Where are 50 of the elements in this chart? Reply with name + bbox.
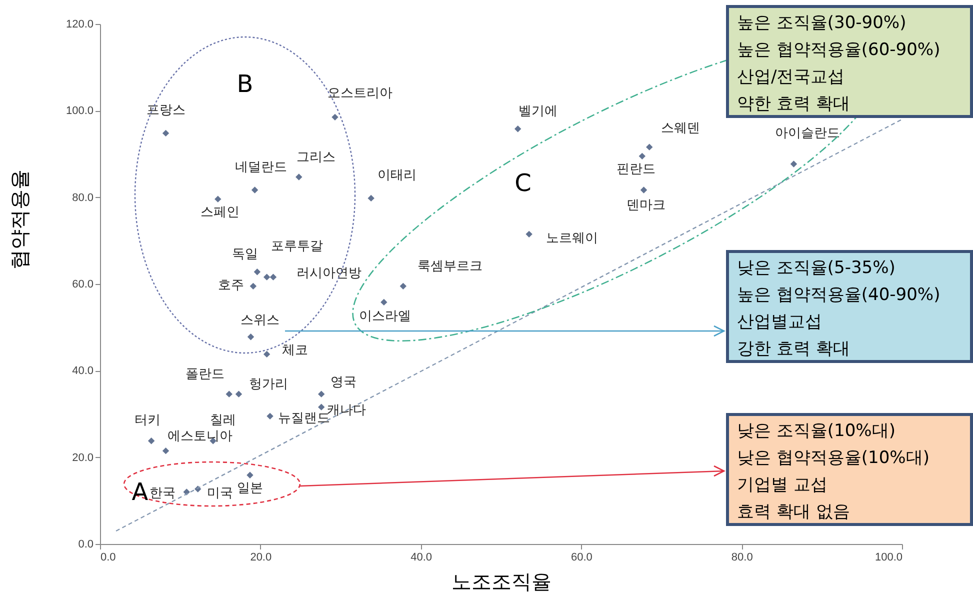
- annotation: 한국: [150, 486, 176, 501]
- annotation: 스웨덴: [660, 121, 700, 136]
- x-axis-title: 노조조직율: [452, 572, 552, 594]
- y-tick-label: 40.0: [72, 365, 94, 378]
- x-tick-label: 60.0: [570, 552, 592, 564]
- annotation: 노르웨이: [546, 231, 598, 246]
- annotation: 핀란드: [616, 162, 656, 178]
- y-tick-label: 120.0: [66, 18, 94, 30]
- annotation: 네덜란드: [234, 160, 287, 175]
- annotation: 덴마크: [626, 198, 666, 213]
- annotation: 아이슬란드: [775, 126, 840, 141]
- x-tick-label: 100.0: [874, 552, 902, 564]
- y-tick-label: 60.0: [72, 278, 94, 290]
- y-tick-label: 100.0: [66, 105, 94, 118]
- annotation: 일본: [236, 481, 263, 496]
- annotation: 독일: [232, 246, 258, 262]
- annotation: 체코: [282, 343, 308, 358]
- y-axis-title: 협약적용율: [10, 170, 32, 270]
- y-tick-label: 80.0: [72, 192, 94, 204]
- annotation: 벨기에: [518, 104, 558, 119]
- annotation: 프랑스: [146, 103, 186, 118]
- annotation: 포루투갈: [270, 239, 323, 254]
- annotation: 스페인: [200, 205, 240, 220]
- annotation: 칠레: [210, 412, 236, 428]
- x-tick-label: 0.0: [100, 552, 116, 564]
- annotation: 폴란드: [186, 367, 225, 382]
- note-box: 낮은 조직율(5-35%) 높은 협약적용율(40-90%) 산업별교섭 강한 효력 확대: [726, 250, 973, 363]
- annotation: 미국: [206, 486, 233, 501]
- annotation: 그리스: [296, 150, 336, 165]
- annotation: A: [132, 478, 148, 506]
- y-tick-label: 20.0: [72, 452, 94, 464]
- y-tick-label: 0.0: [78, 538, 94, 550]
- x-tick-label: 20.0: [250, 552, 272, 564]
- annotation: 터키: [134, 412, 160, 428]
- annotation: 러시아연방: [296, 266, 362, 282]
- annotation: 헝가리: [249, 377, 288, 392]
- annotation: 이태리: [378, 168, 417, 184]
- annotation: 오스트리아: [327, 86, 392, 102]
- annotation: C: [514, 169, 532, 197]
- annotation: B: [236, 70, 254, 98]
- note-box: 낮은 조직율(10%대) 낮은 협약적용율(10%대) 기업별 교섭 효력 확대 없음: [726, 413, 973, 526]
- x-tick-label: 40.0: [410, 552, 432, 564]
- annotation: 룩셈부르크: [418, 259, 483, 274]
- note-box: 높은 조직율(30-90%) 높은 협약적용율(60-90%) 산업/전국교섭 약한 효력 확대: [726, 5, 973, 118]
- annotation: 스위스: [240, 312, 280, 328]
- annotation: 호주: [218, 278, 244, 294]
- x-tick-label: 80.0: [731, 552, 753, 564]
- annotation: 이스라엘: [358, 309, 411, 324]
- annotation: 영국: [330, 375, 356, 390]
- annotation: 에스토니아: [167, 428, 232, 444]
